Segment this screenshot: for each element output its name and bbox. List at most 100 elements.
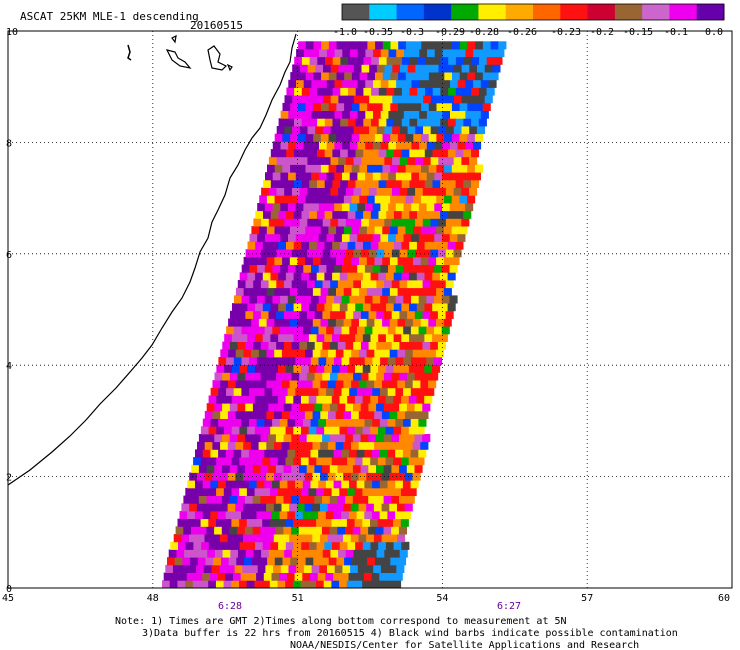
- swath-cell: [381, 410, 390, 419]
- swath-cell: [258, 410, 267, 419]
- swath-cell: [312, 349, 321, 358]
- swath-cell: [396, 564, 405, 573]
- swath-cell: [225, 480, 234, 489]
- swath-cell: [347, 241, 356, 250]
- swath-cell: [270, 364, 279, 373]
- swath-cell: [383, 372, 392, 381]
- swath-cell: [376, 249, 385, 258]
- swath-cell: [420, 349, 429, 358]
- swath-cell: [360, 495, 369, 504]
- swath-cell: [374, 102, 383, 111]
- swath-cell: [324, 210, 333, 219]
- swath-cell: [285, 457, 294, 466]
- swath-cell: [272, 357, 281, 366]
- swath-cell: [385, 426, 394, 435]
- swath-cell: [222, 464, 231, 473]
- swath-cell: [226, 326, 235, 335]
- swath-cell: [411, 295, 420, 304]
- swath-cell: [405, 226, 414, 235]
- swath-cell: [247, 272, 256, 281]
- swath-cell: [354, 518, 363, 527]
- swath-cell: [447, 272, 456, 281]
- swath-cell: [295, 233, 304, 242]
- swath-cell: [382, 41, 391, 50]
- swath-cell: [287, 326, 296, 335]
- swath-cell: [445, 280, 454, 289]
- swath-cell: [434, 172, 443, 181]
- swath-cell: [312, 318, 321, 327]
- swath-cell: [302, 418, 311, 427]
- swath-cell: [362, 303, 371, 312]
- swath-cell: [316, 457, 325, 466]
- swath-cell: [338, 549, 347, 558]
- swath-cell: [387, 511, 396, 520]
- swath-cell: [365, 564, 374, 573]
- swath-cell: [320, 534, 329, 543]
- swath-cell: [295, 326, 304, 335]
- swath-cell: [276, 187, 285, 196]
- swath-cell: [183, 495, 192, 504]
- swath-cell: [409, 241, 418, 250]
- swath-cell: [269, 518, 278, 527]
- swath-cell: [382, 287, 391, 296]
- swath-cell: [473, 49, 482, 58]
- swath-cell: [394, 118, 403, 127]
- swath-cell: [376, 280, 385, 289]
- swath-cell: [354, 395, 363, 404]
- swath-cell: [315, 126, 324, 135]
- swath-cell: [410, 418, 419, 427]
- swath-cell: [281, 441, 290, 450]
- swath-cell: [314, 341, 323, 350]
- swath-cell: [494, 56, 503, 65]
- swath-cell: [254, 457, 263, 466]
- swath-cell: [371, 118, 380, 127]
- swath-cell: [392, 549, 401, 558]
- swath-cell: [320, 164, 329, 173]
- swath-cell: [457, 203, 466, 212]
- swath-cell: [252, 495, 261, 504]
- swath-cell: [387, 387, 396, 396]
- swath-cell: [328, 256, 337, 265]
- swath-cell: [455, 179, 464, 188]
- swath-cell: [198, 495, 207, 504]
- swath-cell: [366, 410, 375, 419]
- swath-cell: [276, 403, 285, 412]
- swath-cell: [316, 210, 325, 219]
- swath-cell: [386, 241, 395, 250]
- swath-cell: [204, 410, 213, 419]
- color-bar-swatch: [451, 4, 479, 20]
- swath-cell: [471, 118, 480, 127]
- swath-cell: [345, 310, 354, 319]
- swath-cell: [252, 464, 261, 473]
- swath-cell: [405, 287, 414, 296]
- swath-cell: [407, 249, 416, 258]
- swath-cell: [335, 534, 344, 543]
- swath-cell: [274, 287, 283, 296]
- swath-cell: [218, 418, 227, 427]
- swath-cell: [204, 441, 213, 450]
- pass-time-label: 6:28: [218, 601, 242, 612]
- swath-cell: [367, 195, 376, 204]
- swath-cell: [293, 333, 302, 342]
- swath-cell: [341, 233, 350, 242]
- swath-cell: [229, 526, 238, 535]
- swath-cell: [443, 226, 452, 235]
- swath-cell: [422, 372, 431, 381]
- swath-cell: [261, 218, 270, 227]
- swath-cell: [358, 410, 367, 419]
- swath-cell: [380, 387, 389, 396]
- swath-cell: [340, 118, 349, 127]
- swath-cell: [299, 187, 308, 196]
- swath-cell: [322, 403, 331, 412]
- swath-cell: [237, 403, 246, 412]
- swath-cell: [288, 564, 297, 573]
- swath-cell: [349, 387, 358, 396]
- swath-cell: [309, 56, 318, 65]
- swath-cell: [286, 572, 295, 581]
- swath-cell: [471, 179, 480, 188]
- swath-cell: [309, 149, 318, 158]
- swath-cell: [316, 272, 325, 281]
- swath-cell: [432, 303, 441, 312]
- swath-cell: [430, 310, 439, 319]
- swath-cell: [459, 72, 468, 81]
